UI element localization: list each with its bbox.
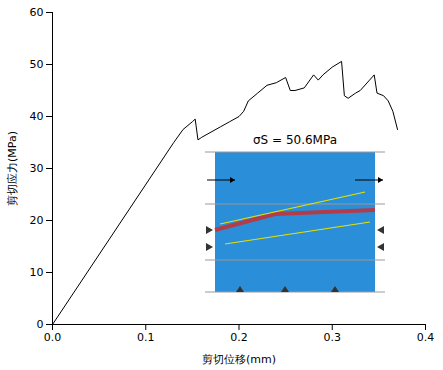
svg-text:0.0: 0.0 (44, 331, 62, 344)
svg-text:30: 30 (30, 162, 44, 175)
svg-text:40: 40 (30, 110, 44, 123)
svg-text:50: 50 (30, 58, 44, 71)
svg-text:0.2: 0.2 (230, 331, 248, 344)
svg-text:0.3: 0.3 (324, 331, 342, 344)
svg-text:0: 0 (37, 318, 44, 331)
svg-text:剪切位移(mm): 剪切位移(mm) (202, 353, 276, 366)
svg-text:10: 10 (30, 266, 44, 279)
svg-text:0.4: 0.4 (417, 331, 435, 344)
svg-text:σS = 50.6MPa: σS = 50.6MPa (253, 133, 337, 147)
svg-text:0.1: 0.1 (137, 331, 155, 344)
svg-text:20: 20 (30, 214, 44, 227)
svg-text:60: 60 (30, 6, 44, 19)
svg-text:剪切应力(MPa): 剪切应力(MPa) (6, 131, 19, 206)
